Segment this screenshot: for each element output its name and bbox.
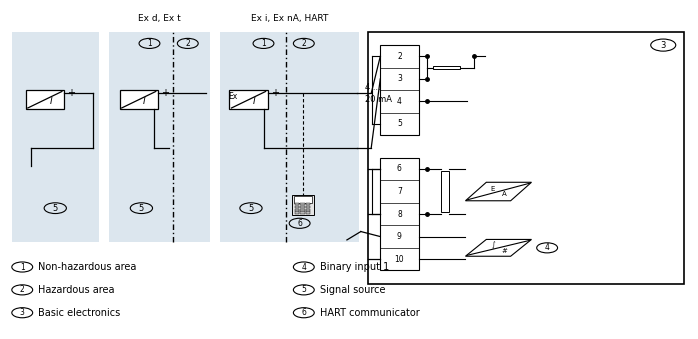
Bar: [26, 91, 64, 109]
Polygon shape: [466, 239, 531, 256]
Bar: [230, 91, 267, 109]
Text: 3: 3: [20, 308, 24, 317]
Bar: [119, 91, 158, 109]
Text: Binary input 1: Binary input 1: [320, 262, 389, 272]
Bar: [380, 158, 419, 271]
Text: 5: 5: [52, 204, 58, 213]
Bar: [306, 212, 310, 214]
Text: Ex: Ex: [228, 92, 237, 101]
Text: 2: 2: [20, 285, 24, 294]
Text: 9: 9: [397, 232, 402, 241]
Text: 4 ...: 4 ...: [365, 83, 380, 92]
Bar: [433, 66, 459, 69]
Text: E: E: [491, 186, 495, 192]
Text: Basic electronics: Basic electronics: [38, 308, 120, 318]
Text: I: I: [50, 97, 52, 106]
Bar: [300, 203, 304, 205]
Bar: [295, 212, 299, 214]
Bar: [440, 171, 449, 212]
Text: +: +: [161, 88, 170, 98]
Text: +: +: [271, 88, 279, 98]
Bar: [12, 32, 98, 242]
Text: 5: 5: [139, 204, 144, 213]
Bar: [295, 209, 299, 211]
Bar: [380, 45, 419, 135]
Text: A: A: [502, 191, 507, 197]
Text: 8: 8: [397, 210, 402, 219]
Bar: [295, 203, 299, 205]
Text: 10: 10: [394, 255, 404, 264]
Bar: [294, 196, 312, 203]
Text: 5: 5: [248, 204, 253, 213]
Text: 1: 1: [147, 39, 152, 48]
Bar: [109, 32, 210, 242]
Bar: [306, 209, 310, 211]
Bar: [292, 195, 314, 215]
Text: 6: 6: [302, 308, 306, 317]
Text: Hazardous area: Hazardous area: [38, 285, 114, 295]
Text: 4: 4: [302, 262, 306, 272]
Text: I: I: [143, 97, 146, 106]
Text: +: +: [68, 88, 75, 98]
Text: 3: 3: [660, 41, 666, 49]
Text: 2: 2: [397, 52, 402, 61]
Text: Ex d, Ex t: Ex d, Ex t: [138, 14, 181, 23]
Text: 20 mA: 20 mA: [365, 95, 392, 104]
Text: 6: 6: [397, 164, 402, 174]
Bar: [306, 203, 310, 205]
Text: HART communicator: HART communicator: [320, 308, 419, 318]
Text: 1: 1: [261, 39, 266, 48]
Text: 4: 4: [397, 97, 402, 106]
Text: ∫: ∫: [491, 241, 495, 249]
Bar: [306, 206, 310, 208]
Text: 3: 3: [397, 74, 402, 83]
Text: 4: 4: [544, 243, 549, 252]
Text: 5: 5: [302, 285, 306, 294]
Bar: [300, 209, 304, 211]
Bar: [300, 206, 304, 208]
Text: #: #: [501, 247, 507, 254]
Bar: [300, 212, 304, 214]
Text: I: I: [253, 97, 255, 106]
Text: 2: 2: [302, 39, 306, 48]
Text: 7: 7: [397, 187, 402, 196]
Text: 6: 6: [297, 219, 302, 228]
Text: Non-hazardous area: Non-hazardous area: [38, 262, 136, 272]
Text: 2: 2: [186, 39, 190, 48]
Text: 1: 1: [20, 262, 24, 272]
Polygon shape: [466, 182, 531, 201]
Text: Signal source: Signal source: [320, 285, 385, 295]
Bar: [221, 32, 359, 242]
Bar: [295, 206, 299, 208]
Text: 5: 5: [397, 119, 402, 128]
Bar: [368, 32, 684, 284]
Text: Ex i, Ex nA, HART: Ex i, Ex nA, HART: [251, 14, 329, 23]
